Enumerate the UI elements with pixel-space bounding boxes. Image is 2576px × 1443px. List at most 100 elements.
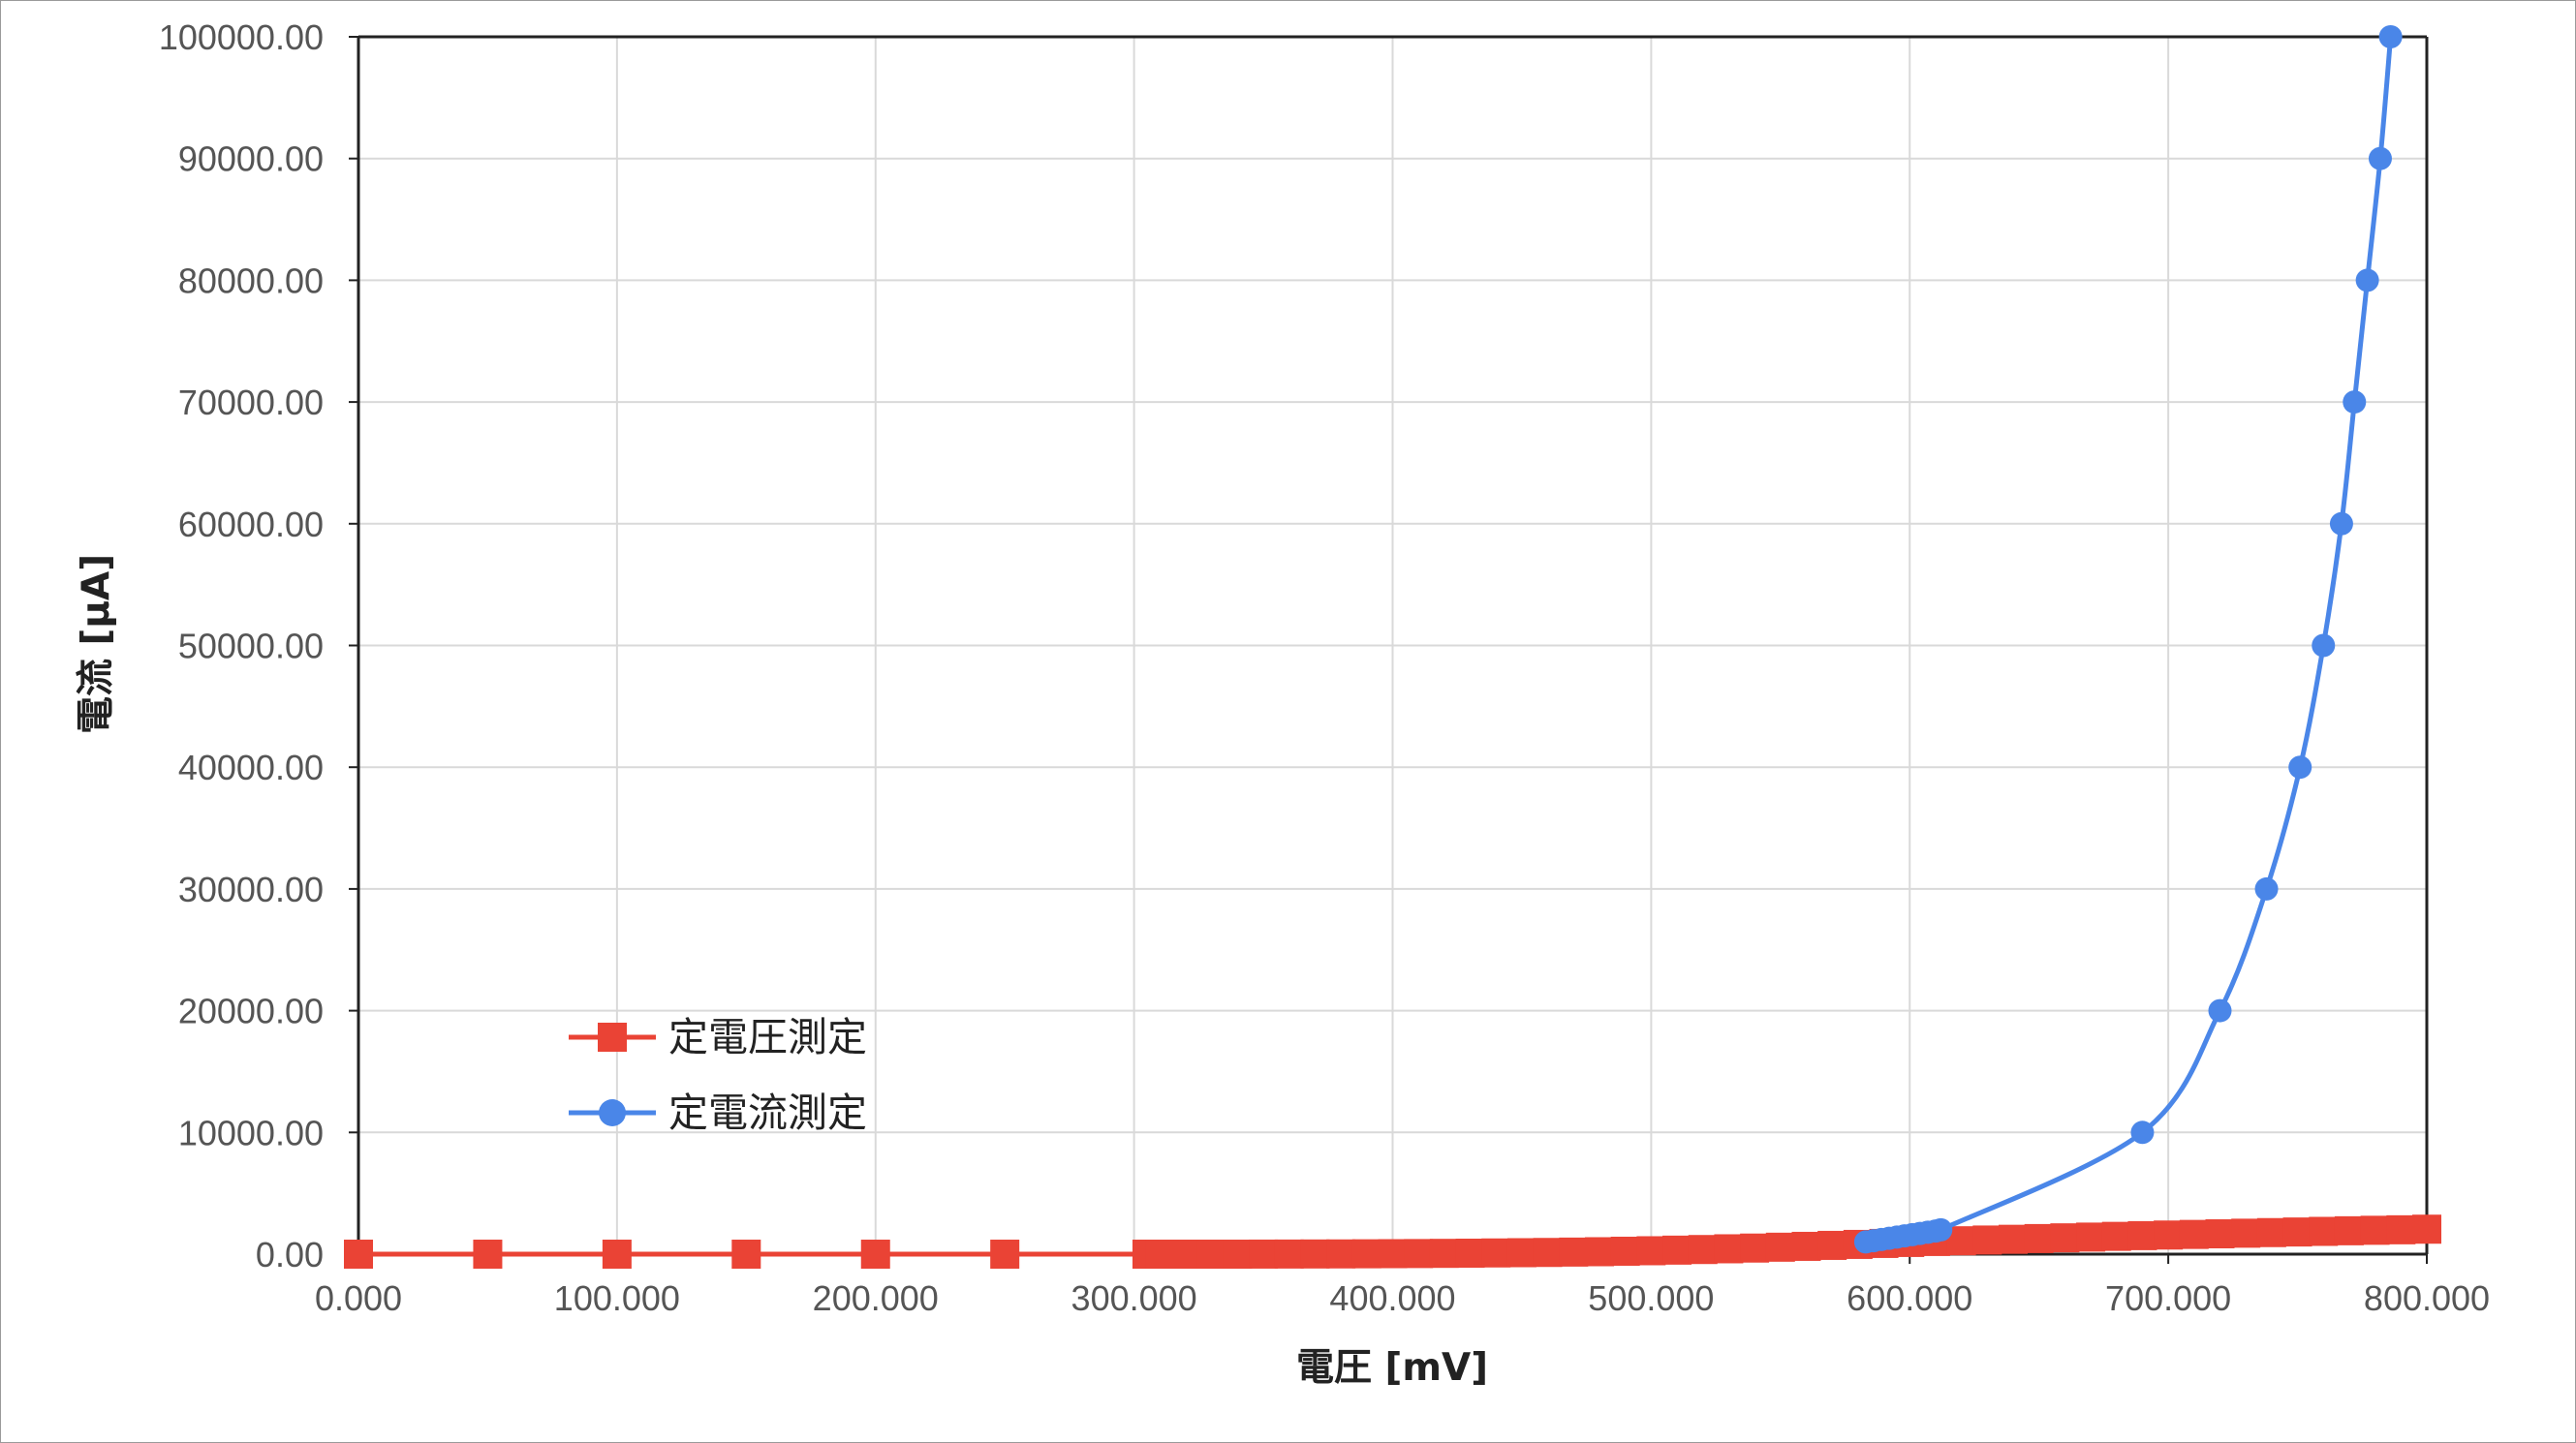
axes (349, 35, 2429, 1264)
x-tick-label: 200.000 (813, 1278, 939, 1318)
data-point-circle (2355, 268, 2379, 292)
data-point-square (1533, 1238, 1563, 1268)
data-point-square (1662, 1235, 1692, 1265)
data-point-square (1378, 1239, 1408, 1269)
x-tick-label: 300.000 (1071, 1278, 1197, 1318)
data-point-square (1688, 1235, 1718, 1265)
data-point-square (2101, 1221, 2131, 1251)
data-point-square (344, 1240, 373, 1269)
data-point-circle (1929, 1217, 1953, 1242)
data-point-square (2360, 1215, 2390, 1245)
data-point-square (1145, 1240, 1175, 1269)
data-point-square (990, 1240, 1020, 1269)
data-point-square (2282, 1217, 2312, 1247)
y-tick-label: 80000.00 (178, 261, 324, 300)
legend-label-constant-voltage: 定電圧測定 (668, 1014, 867, 1060)
x-tick-label: 800.000 (2364, 1278, 2490, 1318)
data-point-square (2076, 1222, 2106, 1252)
legend-marker-circle (599, 1099, 626, 1126)
data-point-square (1404, 1239, 1434, 1269)
data-point-square (2024, 1223, 2054, 1253)
data-point-circle (2368, 146, 2392, 170)
data-point-square (1817, 1230, 1847, 1260)
y-tick-label: 70000.00 (178, 383, 324, 422)
y-tick-label: 30000.00 (178, 870, 324, 909)
y-tick-label: 10000.00 (178, 1113, 324, 1152)
data-point-square (1196, 1240, 1226, 1269)
data-point-square (1740, 1233, 1770, 1263)
data-point-square (2127, 1220, 2157, 1250)
series-constant-voltage (344, 1214, 2441, 1269)
data-point-square (1585, 1237, 1614, 1267)
data-point-square (1765, 1232, 1795, 1262)
grid-lines (357, 36, 2428, 1255)
data-point-circle (2288, 755, 2312, 780)
data-point-square (1274, 1239, 1304, 1269)
legend-item-constant-voltage: 定電圧測定 (569, 1014, 867, 1060)
data-point-square (2386, 1214, 2416, 1244)
y-tick-label: 40000.00 (178, 748, 324, 787)
data-point-square (1972, 1225, 2002, 1255)
data-point-square (2050, 1223, 2080, 1253)
data-point-square (2309, 1216, 2339, 1246)
data-point-square (2334, 1215, 2364, 1245)
data-point-square (1171, 1240, 1200, 1269)
data-point-square (2205, 1219, 2235, 1249)
x-tick-label: 400.000 (1329, 1278, 1455, 1318)
data-point-square (1791, 1231, 1821, 1261)
y-tick-label: 100000.00 (159, 17, 324, 57)
y-tick-label: 50000.00 (178, 627, 324, 666)
x-tick-label: 500.000 (1588, 1278, 1714, 1318)
data-point-square (1455, 1238, 1485, 1268)
data-point-square (1351, 1239, 1381, 1269)
data-point-square (1559, 1237, 1589, 1267)
data-point-square (1429, 1239, 1459, 1269)
data-point-square (731, 1240, 761, 1269)
x-tick-label: 600.000 (1847, 1278, 1972, 1318)
x-axis-title: 電圧 [mV] (1296, 1346, 1488, 1390)
x-tick-label: 100.000 (554, 1278, 680, 1318)
data-point-square (2256, 1217, 2286, 1247)
series-constant-current (1853, 25, 2403, 1254)
data-point-square (1999, 1224, 2028, 1254)
plot-series (344, 25, 2441, 1269)
y-axis-title: 電流 [μA] (75, 554, 118, 734)
data-point-circle (2312, 633, 2336, 658)
data-point-circle (2208, 998, 2232, 1023)
data-point-square (2154, 1220, 2184, 1250)
data-point-square (1326, 1239, 1356, 1269)
data-point-square (1249, 1239, 1279, 1269)
data-point-square (2179, 1219, 2209, 1249)
data-point-circle (2130, 1121, 2155, 1145)
data-point-circle (2378, 25, 2403, 48)
data-point-circle (2254, 876, 2279, 901)
x-tick-label: 0.000 (315, 1278, 402, 1318)
legend: 定電圧測定 定電流測定 (569, 1014, 867, 1136)
data-point-square (2231, 1218, 2261, 1248)
series-line (1865, 36, 2394, 1244)
data-point-square (1223, 1240, 1253, 1269)
y-tick-label: 60000.00 (178, 505, 324, 544)
x-tick-label: 700.000 (2105, 1278, 2231, 1318)
y-tick-label: 90000.00 (178, 139, 324, 179)
legend-label-constant-current: 定電流測定 (668, 1090, 867, 1136)
data-point-circle (2343, 390, 2367, 414)
data-point-circle (2329, 511, 2353, 536)
y-tick-label: 20000.00 (178, 992, 324, 1031)
data-point-square (473, 1240, 503, 1269)
y-tick-labels: 0.00 10000.00 20000.00 30000.00 40000.00 5000… (159, 17, 324, 1274)
data-point-square (602, 1240, 632, 1269)
legend-item-constant-current: 定電流測定 (569, 1090, 867, 1136)
legend-marker-square (598, 1023, 627, 1052)
data-point-square (860, 1240, 890, 1269)
data-point-square (1506, 1238, 1536, 1268)
data-point-square (1481, 1238, 1511, 1268)
data-point-square (1610, 1236, 1640, 1266)
data-point-square (1300, 1239, 1330, 1269)
data-point-square (1714, 1234, 1744, 1264)
data-point-square (1636, 1236, 1666, 1266)
x-tick-labels: 0.000 100.000 200.000 300.000 400.000 500.000… (315, 1278, 2490, 1318)
y-tick-label: 0.00 (256, 1235, 324, 1274)
